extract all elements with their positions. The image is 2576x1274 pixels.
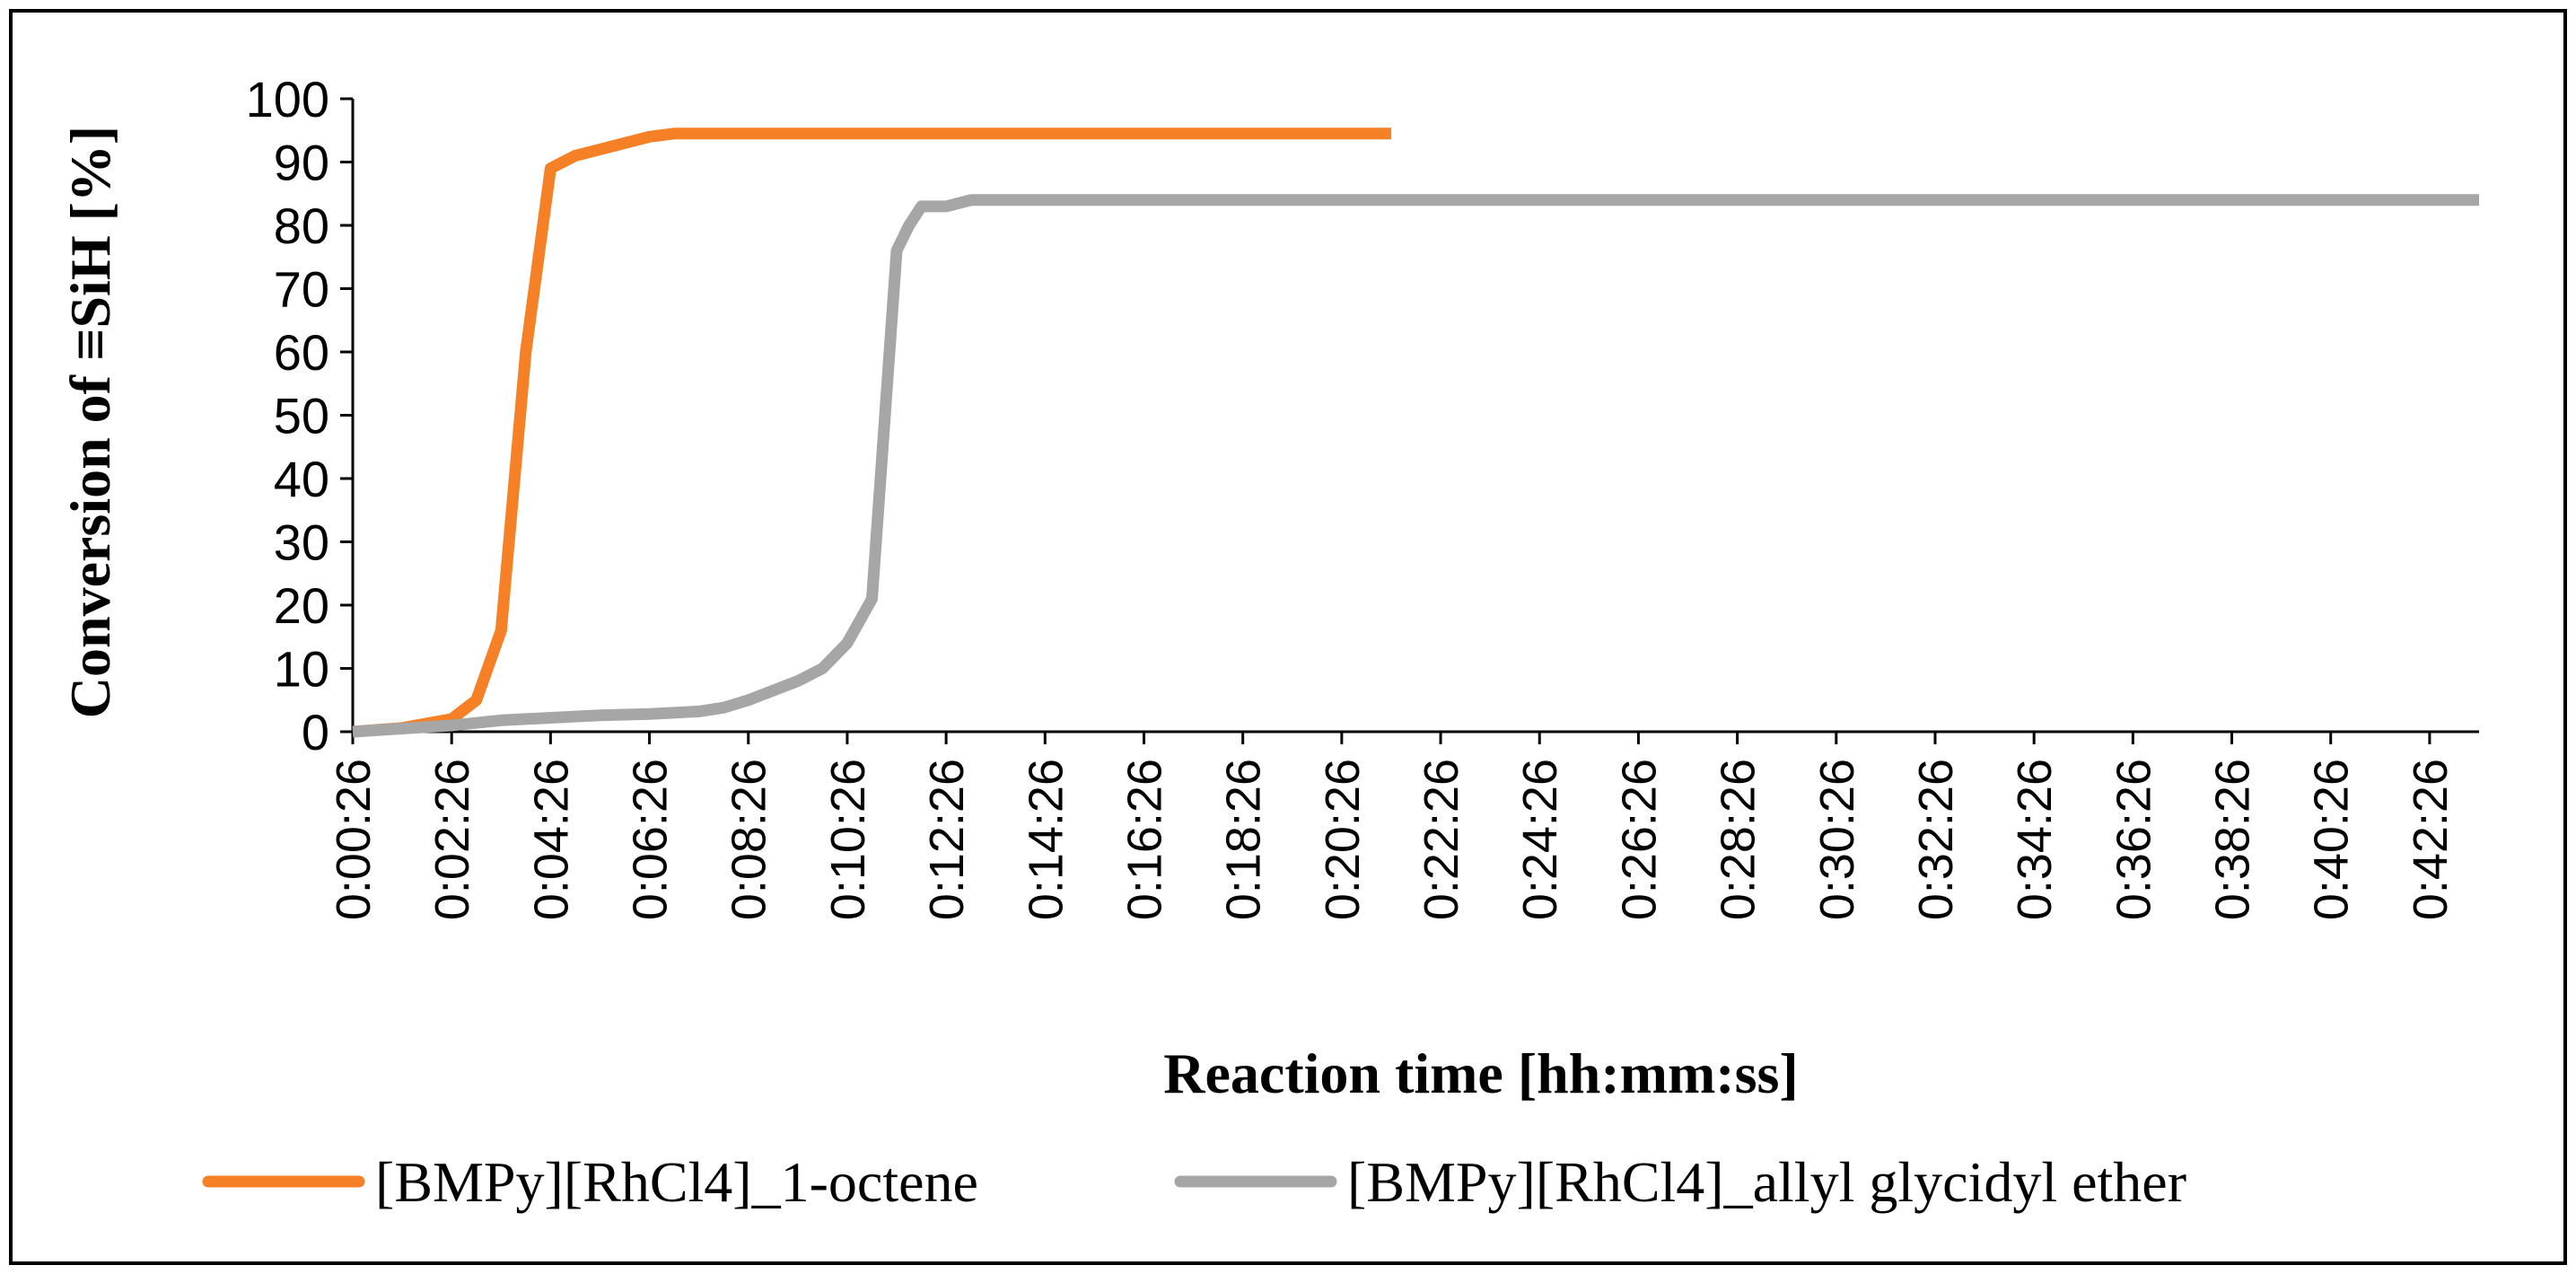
y-tick-label: 70 bbox=[274, 261, 329, 318]
x-axis-ticks: 0:00:26 0:02:26 0:04:26 0:06:26 0:08:26 0:10:… bbox=[327, 732, 2458, 920]
y-tick-label: 100 bbox=[246, 71, 329, 127]
x-tick-label: 0:32:26 bbox=[1909, 759, 1963, 920]
series-layer bbox=[352, 127, 2479, 738]
y-tick-label: 80 bbox=[274, 198, 329, 254]
x-tick-label: 0:34:26 bbox=[2008, 759, 2062, 920]
x-tick-label: 0:16:26 bbox=[1117, 759, 1171, 920]
x-tick-label: 0:42:26 bbox=[2404, 759, 2458, 920]
x-tick-label: 0:22:26 bbox=[1415, 759, 1468, 920]
chart-frame bbox=[9, 9, 2567, 1265]
x-tick-label: 0:00:26 bbox=[327, 759, 381, 920]
x-tick-label: 0:02:26 bbox=[425, 759, 479, 920]
y-tick-label: 40 bbox=[274, 451, 329, 507]
x-tick-label: 0:36:26 bbox=[2107, 759, 2160, 920]
x-tick-label: 0:24:26 bbox=[1513, 759, 1567, 920]
x-tick-label: 0:30:26 bbox=[1810, 759, 1864, 920]
x-axis-title: Reaction time [hh:mm:ss] bbox=[1163, 1041, 1798, 1105]
y-tick-label: 50 bbox=[274, 388, 329, 444]
y-tick-label: 0 bbox=[302, 704, 329, 760]
x-tick-label: 0:38:26 bbox=[2206, 759, 2260, 920]
y-axis-title: Conversion of ≡SiH [%] bbox=[58, 126, 122, 718]
x-tick-label: 0:20:26 bbox=[1316, 759, 1370, 920]
series-line-1 bbox=[352, 127, 1391, 738]
y-axis-ticks: 0 10 20 30 40 50 60 70 80 90 100 bbox=[246, 71, 353, 760]
x-tick-label: 0:18:26 bbox=[1217, 759, 1271, 920]
x-tick-label: 0:08:26 bbox=[723, 759, 776, 920]
x-tick-label: 0:40:26 bbox=[2305, 759, 2359, 920]
x-tick-label: 0:28:26 bbox=[1712, 759, 1766, 920]
y-tick-label: 30 bbox=[274, 514, 329, 571]
legend-label-1: [BMPy][RhCl4]_1-octene bbox=[375, 1150, 978, 1214]
y-tick-label: 10 bbox=[274, 641, 329, 698]
legend: [BMPy][RhCl4]_1-octene [BMPy][RhCl4]_ally… bbox=[202, 1150, 2186, 1214]
x-tick-label: 0:12:26 bbox=[920, 759, 974, 920]
legend-label-2: [BMPy][RhCl4]_allyl glycidyl ether bbox=[1347, 1150, 2186, 1214]
x-tick-label: 0:14:26 bbox=[1019, 759, 1073, 920]
y-tick-label: 60 bbox=[274, 324, 329, 381]
x-tick-label: 0:04:26 bbox=[524, 759, 578, 920]
x-tick-label: 0:26:26 bbox=[1612, 759, 1666, 920]
x-tick-label: 0:10:26 bbox=[821, 759, 875, 920]
x-tick-label: 0:06:26 bbox=[624, 759, 678, 920]
series-line-2 bbox=[352, 194, 2479, 738]
y-tick-label: 20 bbox=[274, 577, 329, 634]
y-tick-label: 90 bbox=[274, 135, 329, 191]
